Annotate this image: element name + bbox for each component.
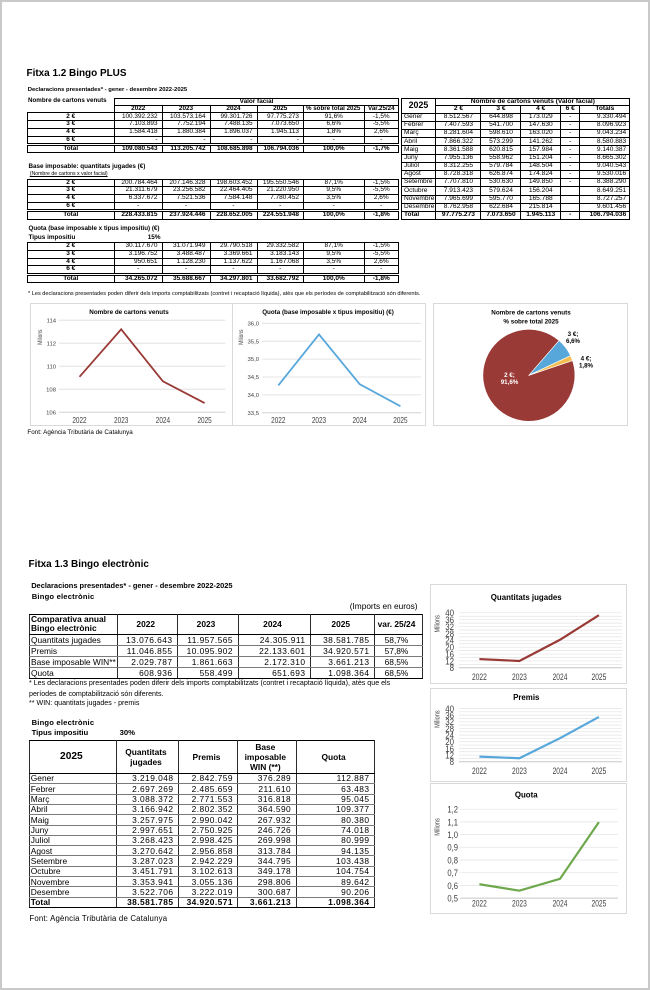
svg-text:40: 40 <box>445 608 454 618</box>
svg-text:8: 8 <box>450 663 454 673</box>
svg-text:Milions: Milions <box>238 329 245 344</box>
svg-text:32: 32 <box>445 717 454 727</box>
svg-text:1,8%: 1,8% <box>579 362 594 369</box>
svg-text:2025: 2025 <box>591 899 606 909</box>
svg-text:Nombre de cartons venuts: Nombre de cartons venuts <box>89 309 169 316</box>
svg-text:2024: 2024 <box>553 766 568 776</box>
svg-text:Milions: Milions <box>435 614 442 632</box>
svg-text:32: 32 <box>445 621 454 631</box>
svg-text:2 €;: 2 €; <box>504 372 515 379</box>
svg-text:Quantitats jugades: Quantitats jugades <box>491 592 563 601</box>
svg-text:0,5: 0,5 <box>447 894 458 904</box>
svg-text:3 €;: 3 €; <box>568 331 579 338</box>
svg-text:2024: 2024 <box>553 671 568 681</box>
svg-text:24: 24 <box>445 731 454 741</box>
svg-text:0,7: 0,7 <box>447 868 458 878</box>
svg-text:0,9: 0,9 <box>447 843 458 853</box>
svg-text:34,0: 34,0 <box>248 393 260 399</box>
svg-text:12: 12 <box>445 751 454 761</box>
svg-text:2023: 2023 <box>512 766 527 776</box>
svg-text:106: 106 <box>46 410 57 416</box>
svg-text:2024: 2024 <box>553 899 568 909</box>
svg-text:Premis: Premis <box>513 693 540 702</box>
svg-text:1,1: 1,1 <box>447 817 458 827</box>
svg-text:91,6%: 91,6% <box>501 379 519 386</box>
svg-text:34,5: 34,5 <box>248 375 260 381</box>
svg-text:33,5: 33,5 <box>248 410 260 416</box>
svg-text:2023: 2023 <box>512 899 527 909</box>
svg-text:4 €;: 4 €; <box>581 355 592 362</box>
svg-text:2023: 2023 <box>512 671 527 681</box>
svg-text:110: 110 <box>46 364 56 370</box>
svg-text:2022: 2022 <box>271 415 285 424</box>
svg-text:35,0: 35,0 <box>248 357 260 363</box>
svg-text:2022: 2022 <box>472 899 487 909</box>
svg-text:Milions: Milions <box>37 329 44 344</box>
svg-text:8: 8 <box>450 757 454 767</box>
svg-text:20: 20 <box>445 737 454 747</box>
svg-text:112: 112 <box>46 341 55 347</box>
svg-text:35,5: 35,5 <box>248 339 260 345</box>
svg-text:Milions: Milions <box>435 710 442 728</box>
svg-text:2023: 2023 <box>312 415 326 424</box>
svg-text:% sobre total 2025: % sobre total 2025 <box>503 318 559 325</box>
svg-text:2022: 2022 <box>472 766 487 776</box>
svg-text:Quota (base imposable x tipus: Quota (base imposable x tipus impositiu)… <box>262 309 394 316</box>
svg-text:16: 16 <box>445 744 454 754</box>
svg-text:36: 36 <box>445 615 454 625</box>
svg-text:6,6%: 6,6% <box>566 338 581 345</box>
svg-text:2025: 2025 <box>197 415 212 424</box>
svg-text:2024: 2024 <box>155 415 170 424</box>
svg-text:16: 16 <box>445 649 454 659</box>
svg-text:2022: 2022 <box>72 415 86 424</box>
svg-text:0,6: 0,6 <box>447 881 458 891</box>
svg-text:36: 36 <box>445 711 454 721</box>
svg-text:Nombre de cartons venuts: Nombre de cartons venuts <box>491 309 571 316</box>
svg-text:24: 24 <box>445 635 454 645</box>
svg-text:1,2: 1,2 <box>447 805 458 815</box>
svg-text:108: 108 <box>46 387 57 393</box>
svg-text:28: 28 <box>445 724 454 734</box>
svg-text:Quota: Quota <box>515 791 538 800</box>
svg-text:0,8: 0,8 <box>447 856 458 866</box>
svg-text:2023: 2023 <box>114 415 128 424</box>
svg-text:20: 20 <box>445 642 454 652</box>
svg-text:2024: 2024 <box>353 415 368 424</box>
svg-text:Milions: Milions <box>435 818 442 836</box>
svg-text:114: 114 <box>46 318 56 324</box>
svg-text:12: 12 <box>445 656 454 666</box>
svg-text:2025: 2025 <box>592 766 607 776</box>
svg-text:28: 28 <box>445 628 454 638</box>
svg-text:1,0: 1,0 <box>447 830 458 840</box>
svg-text:40: 40 <box>445 704 454 714</box>
svg-text:36,0: 36,0 <box>248 321 260 327</box>
svg-text:2025: 2025 <box>393 415 408 424</box>
svg-text:2022: 2022 <box>472 671 487 681</box>
svg-text:2025: 2025 <box>591 671 606 681</box>
